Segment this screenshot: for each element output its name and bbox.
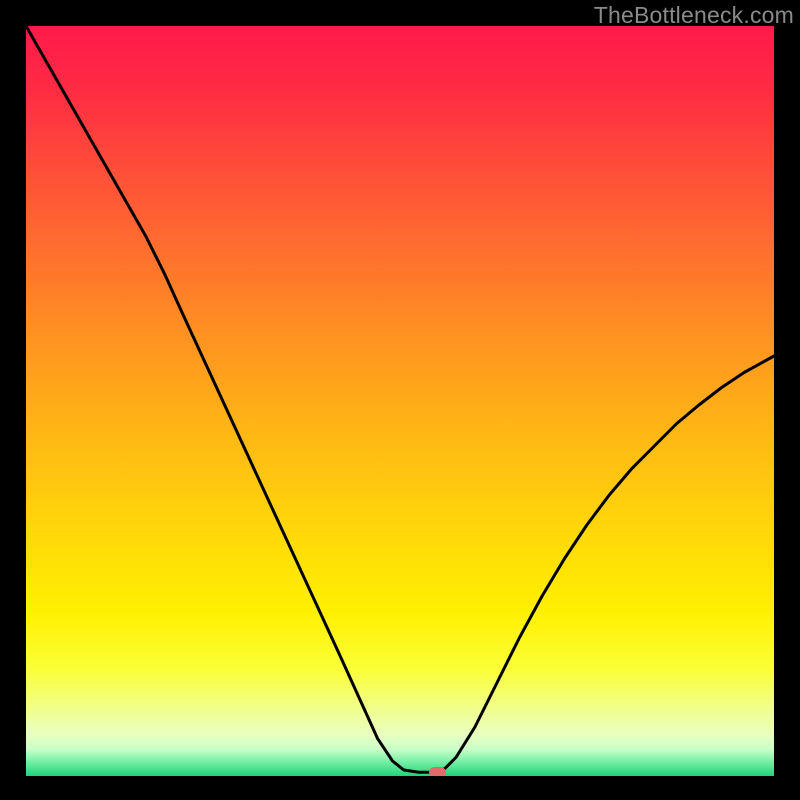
watermark-text: TheBottleneck.com <box>594 2 794 29</box>
optimal-point-marker <box>429 767 445 776</box>
bottleneck-curve <box>26 26 774 776</box>
frame-left <box>0 0 26 800</box>
frame-right <box>774 0 800 800</box>
plot-area <box>26 26 774 776</box>
frame-bottom <box>0 776 800 800</box>
